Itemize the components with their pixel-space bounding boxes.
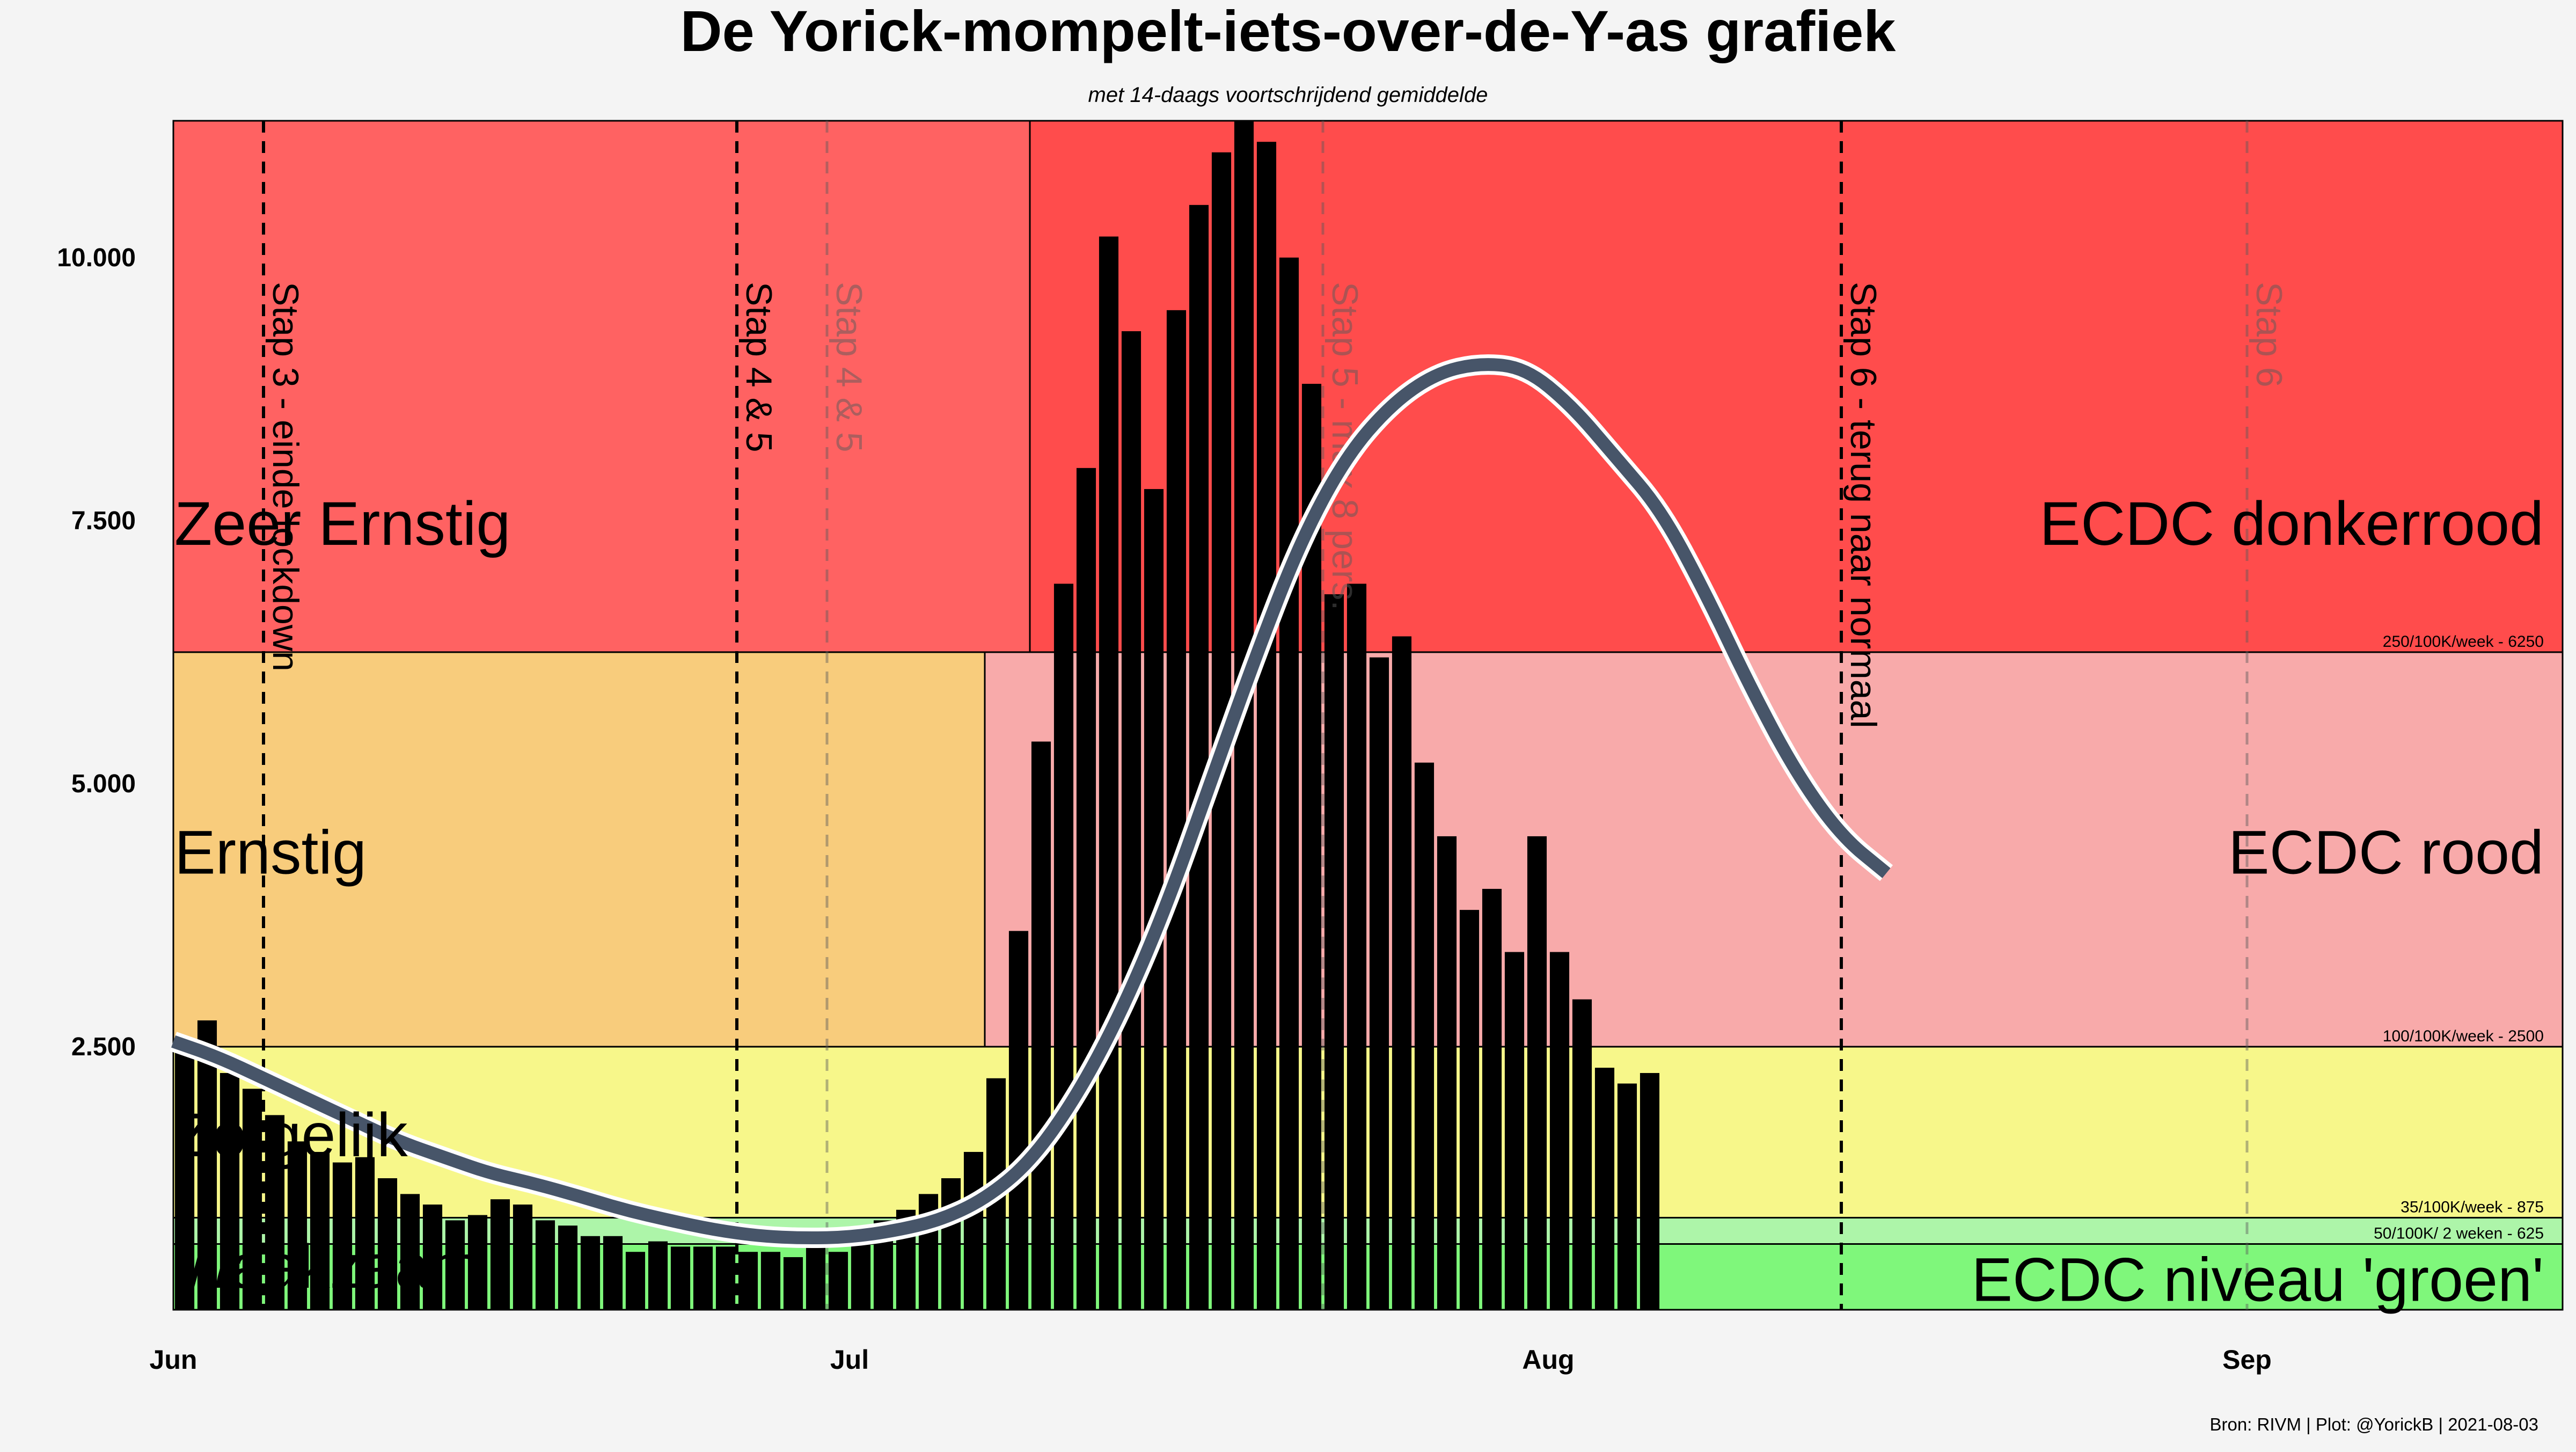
daily-bar <box>760 1252 781 1310</box>
x-tick-label: Jun <box>150 1345 197 1375</box>
daily-bar <box>1369 657 1389 1310</box>
band-label: ECDC niveau 'groen' <box>1971 1246 2544 1315</box>
daily-bar <box>1121 331 1141 1310</box>
axes: 2.500 5.000 7.500 10.000 Jun Jul Aug Sep <box>57 244 2272 1375</box>
daily-bar <box>355 1157 375 1310</box>
step-lines: Stap 3 - einde lockdown Stap 4 & 5 Stap 4 … <box>262 121 2289 1310</box>
daily-bar <box>1279 257 1299 1310</box>
daily-bar <box>513 1204 533 1310</box>
daily-bar <box>693 1246 713 1310</box>
daily-bar <box>715 1246 736 1310</box>
rolling-average-line <box>170 354 1893 1249</box>
daily-bar <box>828 1252 848 1310</box>
daily-bar <box>963 1151 984 1310</box>
y-tick-label: 2.500 <box>71 1033 136 1061</box>
severity-band <box>172 120 1031 653</box>
band-label: Zeer Ernstig <box>174 490 510 558</box>
daily-bar <box>467 1215 488 1310</box>
daily-bar <box>851 1241 871 1310</box>
daily-bar <box>490 1199 510 1310</box>
daily-bar <box>648 1241 668 1310</box>
y-tick-label: 7.500 <box>71 507 136 535</box>
daily-bar <box>265 1115 285 1310</box>
daily-bar <box>670 1246 691 1310</box>
daily-bar <box>1256 142 1277 1310</box>
daily-bar <box>1346 583 1367 1310</box>
daily-bar <box>806 1246 826 1310</box>
band-label: Waakzaam <box>174 1232 481 1301</box>
daily-bar <box>941 1178 961 1310</box>
daily-bar <box>1617 1083 1637 1310</box>
daily-bar <box>1437 836 1457 1310</box>
daily-bar <box>738 1252 758 1310</box>
daily-bar <box>1414 762 1435 1310</box>
step-label: Stap 3 - einde lockdown <box>265 282 306 672</box>
daily-bar <box>422 1204 443 1310</box>
daily-bar <box>1482 888 1502 1310</box>
step-label: Stap 6 <box>2249 282 2289 388</box>
daily-bar <box>219 1072 240 1310</box>
step-label: Stap 4 & 5 <box>829 282 869 453</box>
daily-bar <box>1392 636 1412 1310</box>
daily-bar <box>174 1052 195 1310</box>
daily-bar <box>1099 236 1119 1310</box>
band-label: Zorgelijk <box>174 1101 408 1170</box>
rolling-average-path <box>171 358 1891 1245</box>
band-label: ECDC rood <box>2228 818 2544 887</box>
daily-bar <box>197 1020 217 1310</box>
chart-title: De Yorick-mompelt-iets-over-de-Y-as graf… <box>680 0 1897 63</box>
daily-bar <box>242 1089 262 1310</box>
daily-bar <box>1324 594 1344 1310</box>
x-tick-label: Sep <box>2222 1345 2272 1375</box>
step-label: Stap 6 - terug naar normaal <box>1843 282 1884 728</box>
daily-bar <box>310 1151 330 1310</box>
daily-bar <box>1504 952 1525 1310</box>
daily-bar <box>603 1236 623 1310</box>
daily-bar <box>558 1225 578 1310</box>
step-label: Stap 4 & 5 <box>738 282 779 453</box>
daily-bar <box>625 1252 646 1310</box>
daily-bar <box>445 1220 465 1310</box>
chart-subtitle: met 14-daags voortschrijdend gemiddelde <box>1088 83 1488 107</box>
daily-bar <box>783 1257 803 1310</box>
daily-bars <box>174 121 1660 1310</box>
daily-bar <box>400 1194 420 1310</box>
threshold-label: 50/100K/ 2 weken - 625 <box>2374 1224 2544 1242</box>
x-tick-label: Aug <box>1522 1345 1574 1375</box>
daily-bar <box>1053 583 1074 1310</box>
daily-bar <box>1031 741 1051 1310</box>
daily-bar <box>1527 836 1547 1310</box>
daily-bar <box>287 1141 308 1310</box>
band-label: ECDC donkerrood <box>2039 490 2544 558</box>
daily-bar <box>332 1162 353 1310</box>
band-labels: ECDC niveau 'groen' 50/100K/ 2 weken - 62… <box>174 490 2544 1315</box>
daily-bar <box>1166 310 1187 1310</box>
daily-bar <box>1572 999 1592 1310</box>
daily-bar <box>1549 952 1570 1310</box>
y-tick-label: 5.000 <box>71 770 136 798</box>
band-label: Ernstig <box>174 818 367 887</box>
daily-bar <box>1459 910 1480 1310</box>
threshold-label: 35/100K/week - 875 <box>2401 1198 2544 1216</box>
daily-bar <box>377 1178 398 1310</box>
daily-bar <box>1640 1072 1660 1310</box>
daily-bar <box>1594 1068 1615 1310</box>
daily-bar <box>535 1220 555 1310</box>
severity-bands <box>172 120 2564 1311</box>
y-tick-label: 10.000 <box>57 244 136 272</box>
chart-caption: Bron: RIVM | Plot: @YorickB | 2021-08-03 <box>2209 1414 2538 1434</box>
daily-bar <box>1076 468 1096 1310</box>
daily-bar <box>1189 205 1209 1310</box>
daily-bar <box>1008 931 1029 1310</box>
threshold-label: 100/100K/week - 2500 <box>2383 1027 2544 1045</box>
daily-bar <box>580 1236 601 1310</box>
x-tick-label: Jul <box>830 1345 869 1375</box>
severity-band <box>172 651 986 1048</box>
threshold-label: 250/100K/week - 6250 <box>2383 633 2544 651</box>
